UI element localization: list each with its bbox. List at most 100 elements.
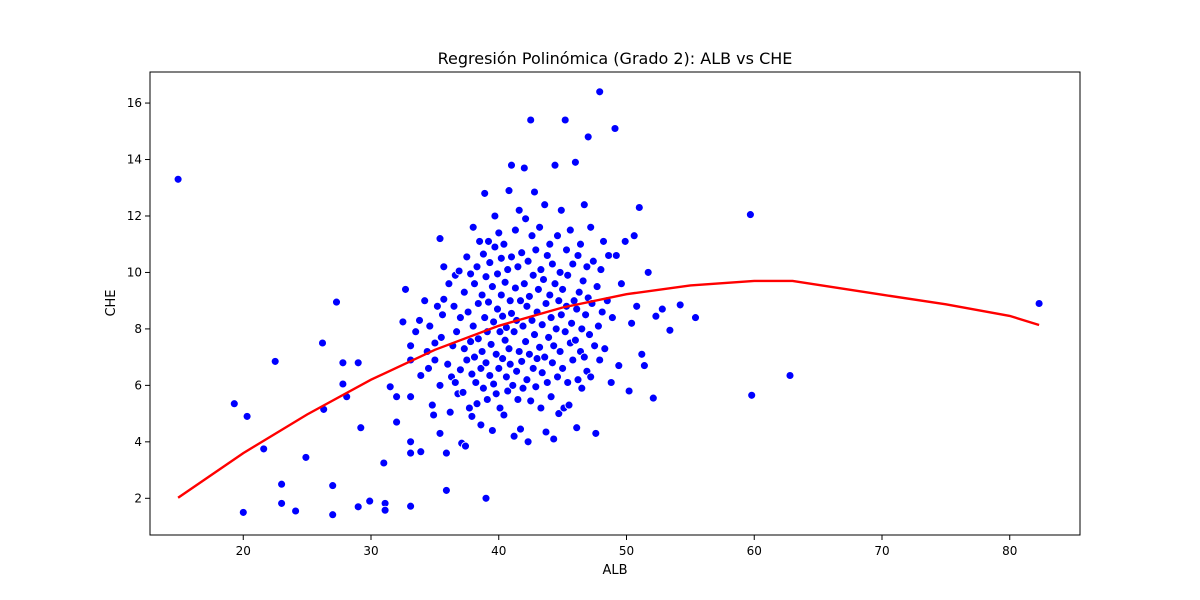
data-point [301,452,311,462]
data-point [675,300,685,310]
data-point [558,284,568,294]
data-point [581,310,591,320]
data-point [593,321,603,331]
data-point [606,378,616,387]
data-point [558,363,568,373]
data-point [406,341,416,351]
data-point [444,279,454,289]
data-point [500,335,510,345]
data-point [541,299,551,308]
data-point [478,249,488,259]
data-point [487,282,497,292]
data-point [328,510,338,520]
data-point [560,115,570,125]
data-point [514,205,524,215]
regression-curve [177,279,1040,499]
data-point [544,332,554,342]
data-point [527,231,537,241]
data-point [570,157,580,167]
data-point [489,317,499,327]
data-point [607,313,617,323]
data-point [576,239,585,249]
data-point [499,239,509,249]
data-point [487,426,497,435]
data-point [424,363,433,373]
data-point [450,378,460,387]
data-point [499,410,509,420]
data-point [582,262,592,272]
x-tick-label: 80 [1002,544,1017,558]
data-point [498,354,508,364]
data-point [416,371,426,380]
data-point [528,363,538,373]
x-axis-label: ALB [602,563,627,578]
data-point [439,294,449,304]
data-point [173,174,183,184]
data-point [420,296,430,306]
data-point [549,434,559,444]
data-point [573,251,583,260]
data-point [449,301,459,311]
data-point [528,270,538,280]
data-point [458,387,468,397]
data-point [1034,299,1044,308]
data-point [519,163,529,173]
data-point [510,225,520,235]
data-point [540,200,550,210]
data-point [494,228,504,238]
data-point [568,259,578,269]
data-point [549,341,559,351]
data-point [439,262,449,272]
data-point [592,282,602,292]
data-point [501,372,511,382]
data-point [553,231,562,241]
data-point [521,214,531,224]
data-point [318,338,327,348]
data-point [526,396,536,406]
data-point [471,378,481,387]
data-point [425,321,435,331]
data-point [332,297,341,307]
data-point [610,124,620,133]
data-point [406,448,416,458]
x-axis-ticks: 20 30 40 50 60 70 80 [236,535,1017,558]
data-point [455,313,465,323]
data-point [473,334,483,344]
data-point [564,400,574,410]
data-point [509,327,519,337]
data-point [270,356,280,366]
data-point [595,355,605,365]
data-point [485,258,495,268]
data-point [427,400,437,410]
data-point [481,272,491,282]
data-point [556,310,566,320]
data-point [482,395,492,404]
data-point [567,318,577,328]
data-point [338,379,348,389]
data-point [562,245,571,255]
data-point [522,301,532,311]
scatter-points [173,87,1044,520]
data-point [665,325,675,335]
data-point [392,392,402,402]
data-point [441,448,451,458]
data-point [291,506,301,516]
data-point [277,479,287,489]
data-point [542,251,552,260]
plot-frame [149,71,1081,536]
data-point [411,327,421,337]
data-point [532,354,542,364]
data-point [491,349,501,359]
data-point [551,324,561,334]
data-point [259,444,269,454]
data-point [452,327,462,337]
data-point [573,375,583,385]
data-point [545,290,555,300]
data-point [445,407,455,417]
data-point [462,355,472,365]
data-point [477,347,487,356]
data-point [611,251,621,260]
data-point [517,248,527,258]
data-point [503,386,513,396]
data-point [429,410,439,420]
